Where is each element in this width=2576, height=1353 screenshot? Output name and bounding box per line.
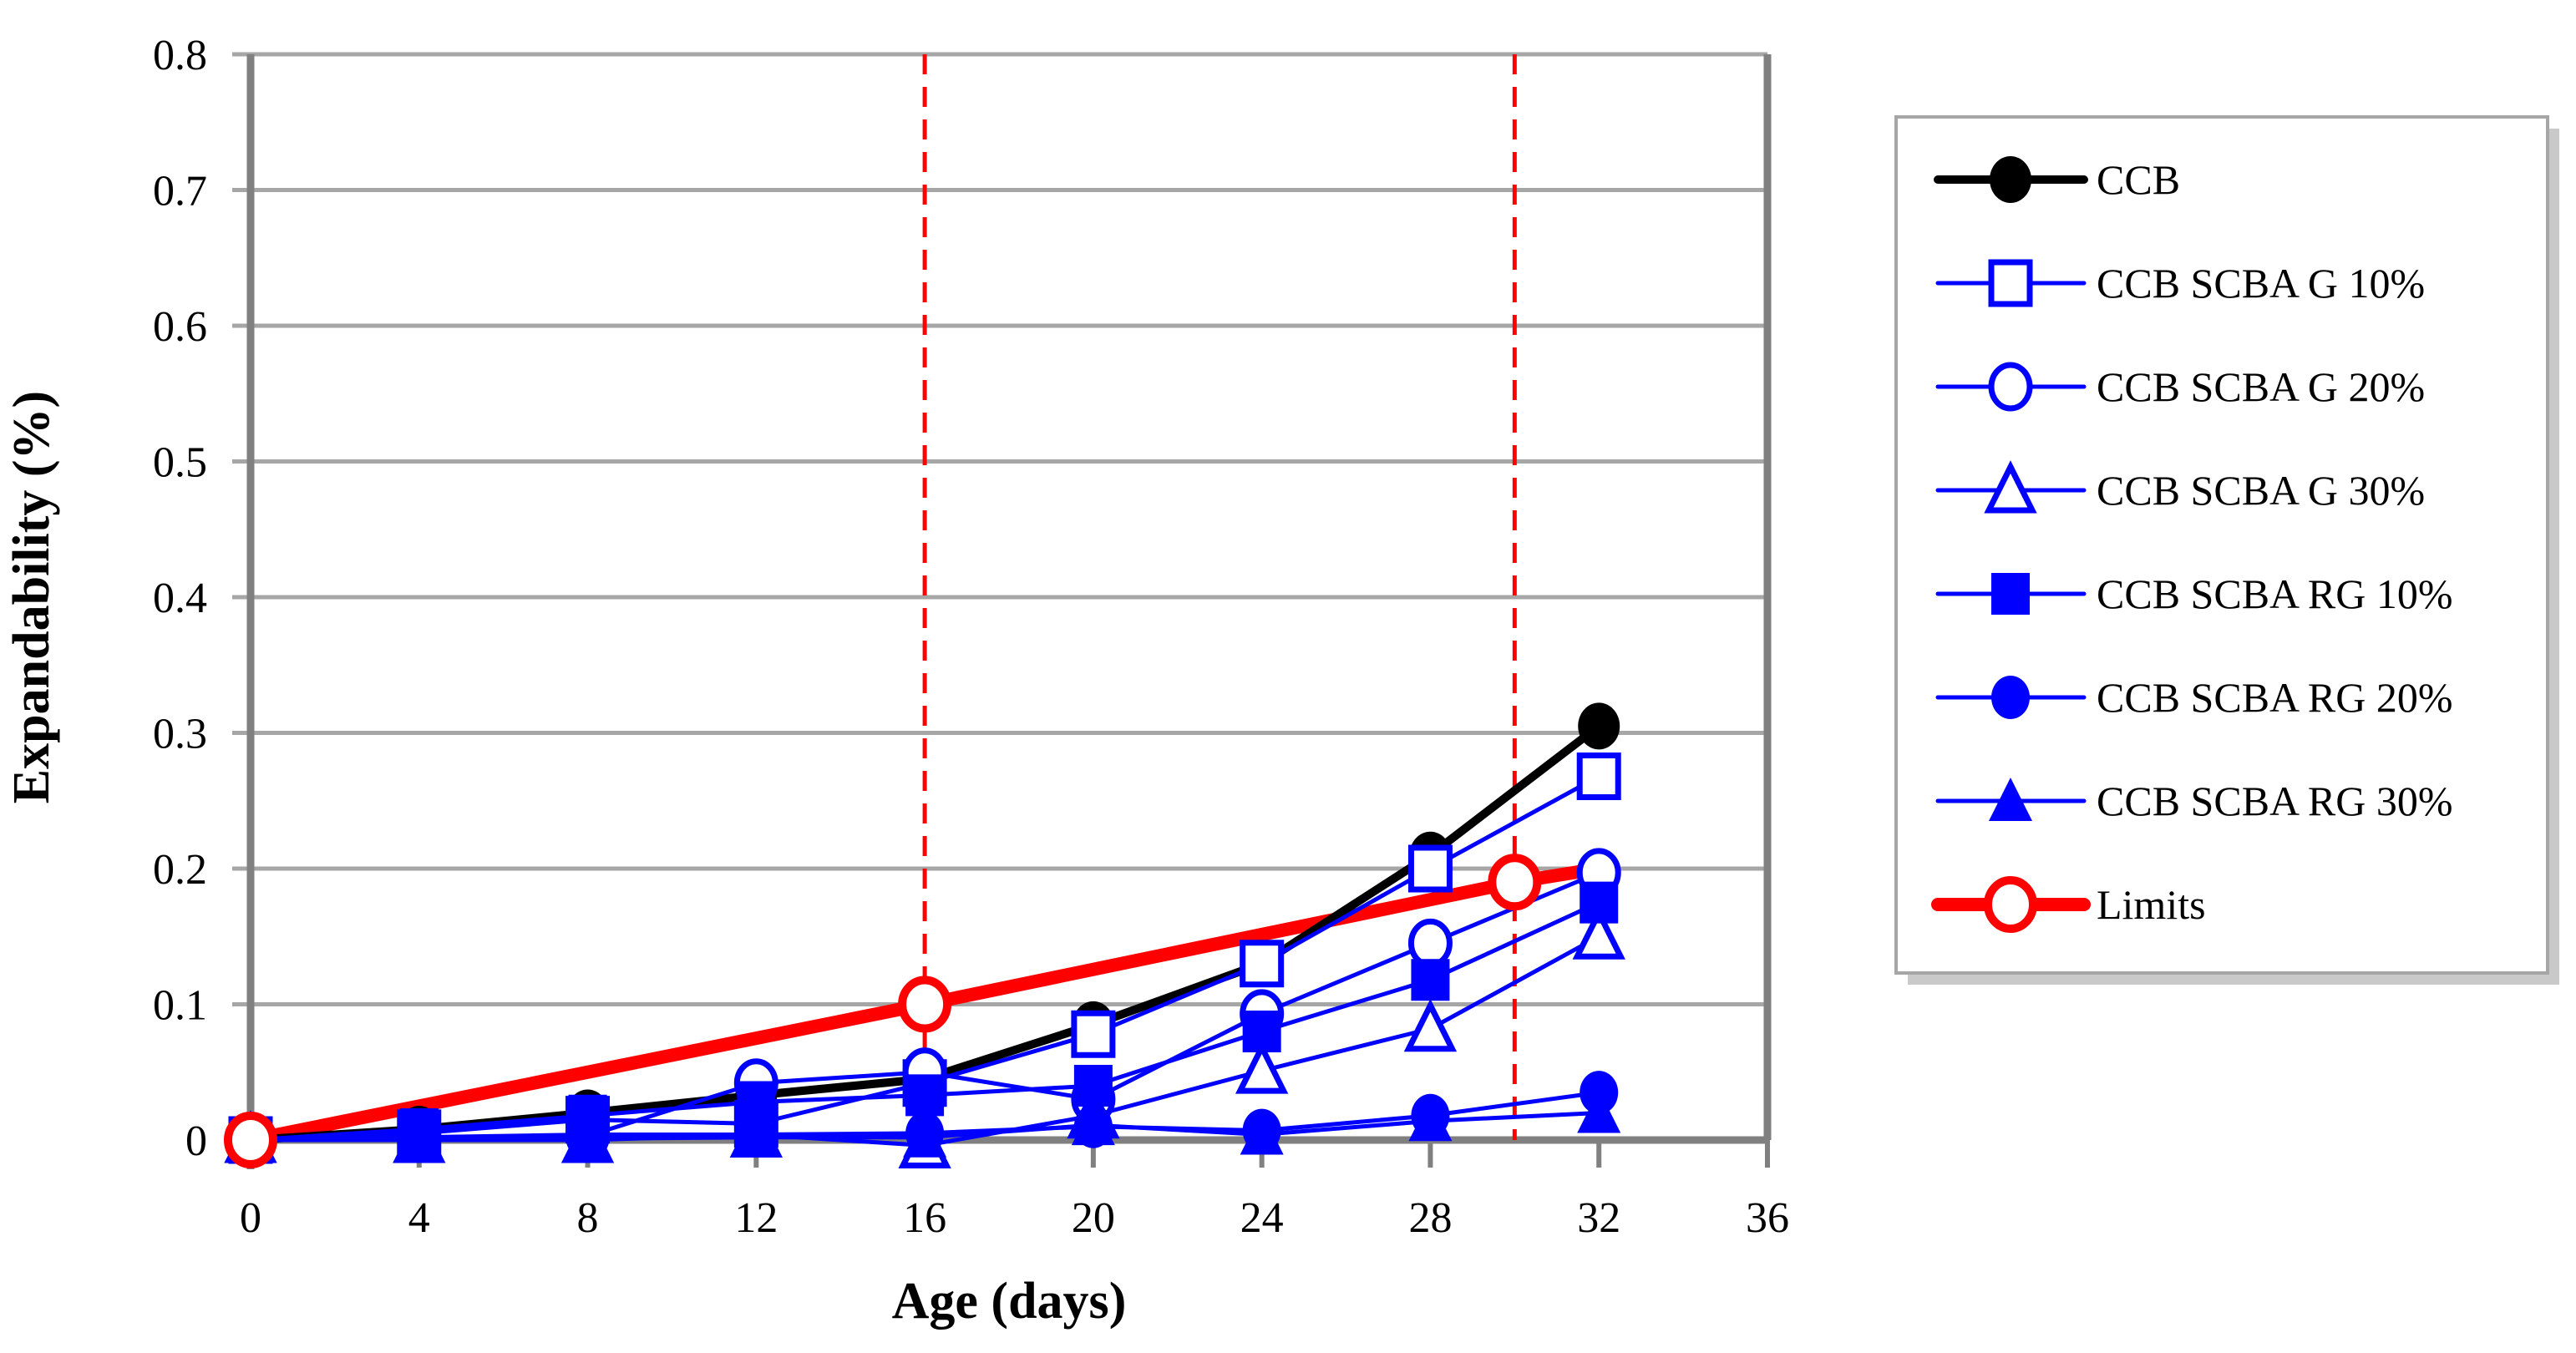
- data-point-marker: [568, 1112, 607, 1157]
- data-point-marker: [1988, 362, 2033, 412]
- data-point-marker: [1990, 156, 2031, 203]
- x-tick-label: 4: [408, 1194, 430, 1242]
- data-point-marker: [1235, 1041, 1289, 1094]
- legend-item-limits: Limits: [1931, 876, 2206, 933]
- data-point-marker: [1071, 1010, 1116, 1058]
- data-point-marker: [1242, 1011, 1281, 1052]
- legend-item-label: CCB SCBA G 30%: [2097, 467, 2425, 514]
- legend-item-ccb: CCB: [1934, 156, 2180, 203]
- legend-item-label: CCB SCBA G 20%: [2097, 363, 2425, 410]
- data-point-marker: [1403, 998, 1458, 1052]
- data-point-marker: [1488, 854, 1542, 911]
- legend-item-label: CCB SCBA RG 10%: [2097, 570, 2453, 617]
- data-point-marker: [1988, 259, 2033, 307]
- y-tick-label: 0: [185, 1117, 207, 1165]
- data-point-marker: [1578, 702, 1620, 750]
- x-tick-label: 0: [240, 1194, 261, 1242]
- plot-area: 0 0.1 0.2 0.3 0.4 0.5 0.6 0.7 0.8 0 4 8 12 16 20 24 28 32…: [153, 32, 1789, 1242]
- data-point-marker: [898, 975, 952, 1033]
- legend-item-ccb-scba-rg-10-: CCB SCBA RG 10%: [1935, 570, 2453, 617]
- data-point-marker: [1411, 959, 1450, 1001]
- legend-box: [1894, 115, 2549, 975]
- data-point-marker: [1989, 778, 2032, 821]
- data-point-marker: [399, 1115, 439, 1159]
- y-tick-label: 0.8: [153, 32, 207, 79]
- data-point-marker: [1580, 881, 1619, 924]
- legend-item-label: Limits: [2097, 881, 2206, 928]
- data-point-marker: [224, 1112, 277, 1168]
- y-tick-label: 0.6: [153, 303, 207, 351]
- data-point-marker: [1991, 676, 2030, 719]
- data-point-marker: [1073, 1104, 1113, 1148]
- legend-item-label: CCB SCBA RG 30%: [2097, 778, 2453, 824]
- y-axis-title: Expandability (%): [3, 391, 60, 803]
- x-tick-label: 16: [903, 1194, 946, 1242]
- x-tick-label: 8: [577, 1194, 599, 1242]
- legend-item-label: CCB SCBA G 10%: [2097, 260, 2425, 307]
- data-point-marker: [1576, 753, 1621, 800]
- x-tick-label: 24: [1240, 1194, 1284, 1242]
- legend-item-ccb-scba-g-30-: CCB SCBA G 30%: [1935, 460, 2425, 514]
- y-tick-label: 0.5: [153, 439, 207, 487]
- series-line: [244, 862, 1606, 1147]
- x-axis-title: Age (days): [892, 1273, 1127, 1330]
- legend-item-ccb-scba-g-10-: CCB SCBA G 10%: [1935, 259, 2425, 307]
- legend-item-ccb-scba-rg-20-: CCB SCBA RG 20%: [1935, 674, 2453, 721]
- y-tick-label: 0.4: [153, 575, 207, 622]
- legend: CCB CCB SCBA G 10% CCB SCBA G 20% CCB SCBA …: [1894, 115, 2559, 985]
- data-point-marker: [1407, 844, 1453, 893]
- y-tick-label: 0.7: [153, 168, 207, 215]
- data-point-marker: [1407, 918, 1453, 968]
- legend-item-ccb-scba-g-20-: CCB SCBA G 20%: [1935, 362, 2425, 412]
- y-tick-label: 0.1: [153, 982, 207, 1030]
- data-point-marker: [1984, 460, 2037, 514]
- data-point-marker: [737, 1112, 776, 1157]
- data-point-marker: [1411, 1093, 1450, 1138]
- data-point-marker: [905, 1111, 945, 1155]
- data-point-marker: [1242, 1108, 1281, 1153]
- legend-item-label: CCB: [2097, 156, 2180, 203]
- data-point-marker: [1240, 940, 1285, 988]
- data-point-marker: [905, 1074, 945, 1117]
- legend-item-ccb-scba-rg-30-: CCB SCBA RG 30%: [1935, 778, 2453, 824]
- x-tick-label: 20: [1072, 1194, 1115, 1242]
- y-tick-label: 0.2: [153, 846, 207, 894]
- data-point-marker: [1580, 1071, 1619, 1115]
- x-tick-label: 32: [1577, 1194, 1620, 1242]
- data-point-marker: [1073, 1065, 1113, 1107]
- data-point-marker: [1984, 876, 2037, 933]
- data-point-marker: [1991, 573, 2030, 615]
- data-point-marker: [1572, 906, 1625, 960]
- x-tick-label: 12: [734, 1194, 778, 1242]
- x-tick-label: 28: [1408, 1194, 1452, 1242]
- x-tick-label: 36: [1746, 1194, 1789, 1242]
- y-tick-label: 0.3: [153, 711, 207, 758]
- legend-item-label: CCB SCBA RG 20%: [2097, 674, 2453, 721]
